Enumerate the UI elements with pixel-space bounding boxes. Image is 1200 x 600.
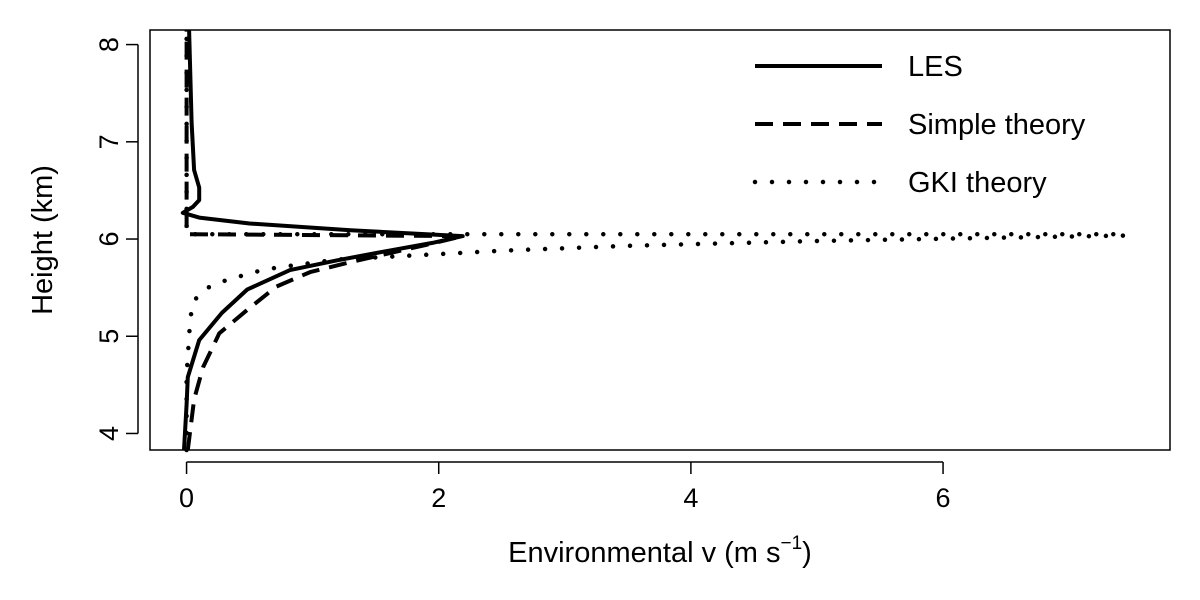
y-tick-label: 5 — [94, 329, 124, 344]
x-axis: 0 2 4 6 — [179, 461, 951, 513]
legend-label: GKI theory — [908, 167, 1047, 199]
x-tick-label: 2 — [431, 483, 446, 513]
series-line-les — [180, 29, 465, 451]
series-line-simple-theory — [184, 30, 465, 451]
legend-label: Simple theory — [908, 109, 1086, 141]
x-axis-label: Environmental v (m s−1) — [508, 533, 812, 569]
legend-label: LES — [908, 51, 963, 83]
y-tick-label: 8 — [94, 37, 124, 52]
y-axis-label: Height (km) — [27, 165, 59, 315]
series-lines — [180, 27, 1129, 453]
y-tick-label: 4 — [94, 426, 124, 441]
series-line-gki-theory — [184, 27, 1129, 453]
y-axis: 4 5 6 7 8 — [94, 37, 139, 441]
x-tick-label: 0 — [179, 483, 194, 513]
y-tick-label: 6 — [94, 232, 124, 247]
legend: LES Simple theory GKI theory — [752, 51, 1086, 199]
x-tick-label: 6 — [936, 483, 951, 513]
y-tick-label: 7 — [94, 134, 124, 149]
plot-frame — [149, 29, 1171, 451]
x-tick-label: 4 — [683, 483, 698, 513]
